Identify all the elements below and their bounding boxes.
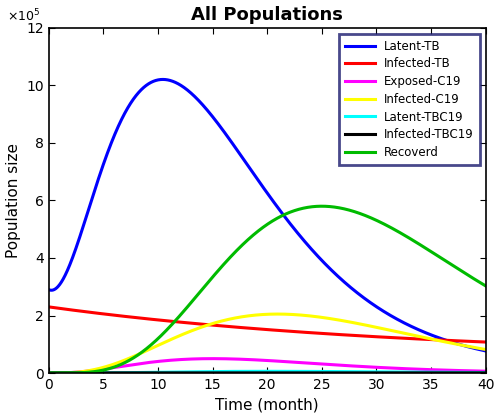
Exposed-C19 <box>482 369 488 374</box>
Infected-TBC19 <box>482 370 488 375</box>
Line: Infected-C19: Infected-C19 <box>48 314 486 373</box>
Exposed-C19 <box>390 366 396 371</box>
Latent-TB <box>482 349 488 354</box>
Infected-TBC19 <box>68 370 74 375</box>
Infected-TB <box>46 304 52 309</box>
Recoverd <box>390 226 396 231</box>
Infected-TB <box>390 335 396 340</box>
Latent-TB <box>470 346 476 351</box>
Infected-TBC19 <box>390 370 396 375</box>
Exposed-C19 <box>210 356 216 361</box>
Recoverd <box>470 276 476 281</box>
Recoverd <box>318 204 324 209</box>
Latent-TB <box>470 346 476 351</box>
Infected-TBC19 <box>46 370 52 375</box>
Infected-TB <box>258 326 264 331</box>
Infected-C19 <box>482 347 488 352</box>
Latent-TB <box>247 166 253 171</box>
Infected-C19 <box>470 345 476 350</box>
Latent-TBC19 <box>470 370 476 375</box>
Infected-C19 <box>246 313 252 318</box>
Recoverd <box>46 370 52 375</box>
X-axis label: Time (month): Time (month) <box>216 398 319 413</box>
Infected-C19 <box>46 370 52 375</box>
Latent-TB <box>68 260 74 265</box>
Exposed-C19 <box>247 357 253 362</box>
Latent-TBC19 <box>68 370 74 375</box>
Latent-TBC19 <box>390 370 396 375</box>
Line: Latent-TB: Latent-TB <box>48 79 486 351</box>
Infected-TB <box>470 339 476 344</box>
Latent-TBC19 <box>482 370 488 375</box>
Exposed-C19 <box>46 370 52 375</box>
Latent-TB <box>46 287 52 292</box>
Infected-C19 <box>68 370 74 375</box>
Recoverd <box>258 226 264 231</box>
Infected-TB <box>470 339 476 344</box>
Exposed-C19 <box>258 358 264 363</box>
Recoverd <box>68 370 74 375</box>
Latent-TB <box>160 77 166 82</box>
Latent-TB <box>390 314 396 319</box>
Line: Recoverd: Recoverd <box>48 206 486 373</box>
Y-axis label: Population size: Population size <box>6 143 20 258</box>
Title: All Populations: All Populations <box>191 5 343 23</box>
Infected-TBC19 <box>470 370 476 375</box>
Text: $\times10^5$: $\times10^5$ <box>7 8 40 24</box>
Latent-TBC19 <box>46 370 52 375</box>
Latent-TBC19 <box>246 369 252 374</box>
Infected-TB <box>482 339 488 344</box>
Latent-TBC19 <box>470 370 476 375</box>
Infected-C19 <box>274 311 280 316</box>
Recoverd <box>482 283 488 288</box>
Recoverd <box>246 236 252 241</box>
Infected-C19 <box>390 329 396 334</box>
Line: Latent-TBC19: Latent-TBC19 <box>48 371 486 373</box>
Line: Exposed-C19: Exposed-C19 <box>48 359 486 373</box>
Latent-TBC19 <box>264 369 270 374</box>
Line: Infected-TB: Infected-TB <box>48 307 486 342</box>
Latent-TBC19 <box>258 369 264 374</box>
Legend: Latent-TB, Infected-TB, Exposed-C19, Infected-C19, Latent-TBC19, Infected-TBC19,: Latent-TB, Infected-TB, Exposed-C19, Inf… <box>340 34 480 165</box>
Latent-TB <box>258 182 264 187</box>
Infected-C19 <box>470 345 476 350</box>
Exposed-C19 <box>68 370 74 375</box>
Infected-TB <box>246 326 252 331</box>
Recoverd <box>470 276 476 281</box>
Exposed-C19 <box>470 368 476 373</box>
Infected-TBC19 <box>246 370 252 375</box>
Infected-TBC19 <box>258 370 264 375</box>
Infected-C19 <box>258 312 264 317</box>
Exposed-C19 <box>470 368 476 373</box>
Infected-TBC19 <box>470 370 476 375</box>
Infected-TB <box>68 307 74 312</box>
